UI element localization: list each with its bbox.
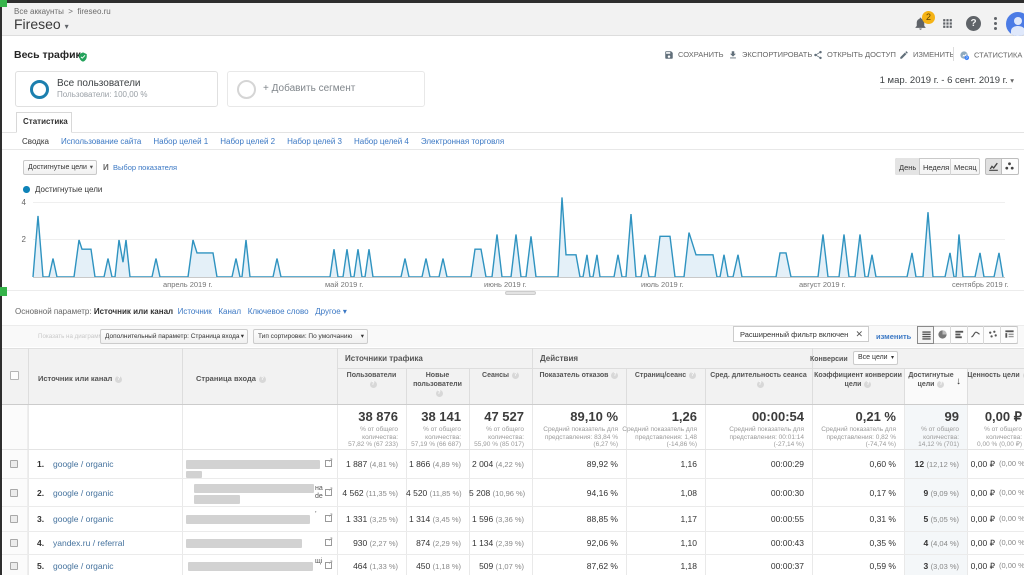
svg-text:июнь 2019 г.: июнь 2019 г. xyxy=(484,280,527,289)
svg-text:сентябрь 2019 г.: сентябрь 2019 г. xyxy=(952,280,1009,289)
svg-text:?: ? xyxy=(966,56,968,60)
svg-text:май 2019 г.: май 2019 г. xyxy=(325,280,363,289)
svg-text:апрель 2019 г.: апрель 2019 г. xyxy=(163,280,212,289)
svg-text:4: 4 xyxy=(22,198,27,207)
svg-text:2: 2 xyxy=(22,235,27,244)
svg-text:июль 2019 г.: июль 2019 г. xyxy=(641,280,684,289)
svg-text:август 2019 г.: август 2019 г. xyxy=(799,280,846,289)
